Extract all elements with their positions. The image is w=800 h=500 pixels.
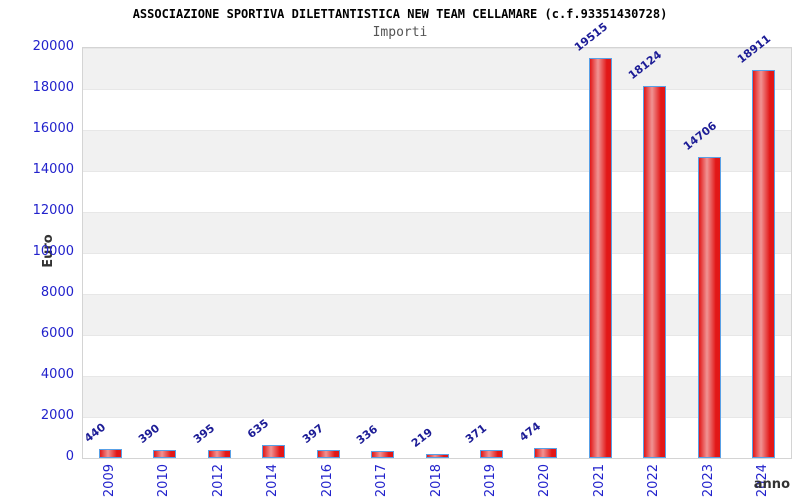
x-tick-label-2018: 2018	[428, 464, 444, 498]
y-tick-label: 6000	[40, 326, 74, 341]
bar-value-label: 390	[135, 421, 163, 446]
y-tick-label: 16000	[32, 121, 74, 136]
bar-value-label: 18124	[625, 48, 665, 82]
bar-2019	[480, 450, 503, 458]
y-tick-label: 2000	[40, 408, 74, 423]
x-tick-label-2009: 2009	[101, 464, 117, 498]
bar-value-label: 371	[462, 421, 490, 446]
bar-value-label: 440	[81, 420, 109, 445]
x-tick-label-2017: 2017	[373, 464, 389, 498]
bar-value-label: 395	[190, 421, 218, 446]
bar-2010	[153, 450, 176, 458]
bar-value-label: 635	[244, 416, 272, 441]
plot-area: 440 390 395 635 397 336 219 371 474 19515 18124 147…	[81, 20, 792, 459]
bar-2016	[317, 450, 340, 458]
x-tick-label-2022: 2022	[645, 464, 661, 498]
bar-2012	[208, 450, 231, 458]
bar-2024	[752, 70, 775, 458]
bar-2022	[643, 86, 666, 458]
bar-2017	[371, 451, 394, 458]
x-tick-label-2016: 2016	[319, 464, 335, 498]
bar-2023	[698, 157, 721, 458]
bar-2009	[99, 449, 122, 458]
bar-2018	[426, 454, 449, 458]
x-axis-title: anno	[753, 477, 790, 492]
y-tick-label: 14000	[32, 162, 74, 177]
bar-value-label: 14706	[680, 119, 720, 153]
bar-value-label: 336	[353, 422, 381, 447]
x-tick-label-2023: 2023	[700, 464, 716, 498]
bar-value-label: 219	[408, 425, 436, 450]
bar-2021	[589, 58, 612, 458]
y-tick-label: 8000	[40, 285, 74, 300]
chart-subtitle: Importi	[372, 25, 428, 40]
y-tick-label: 10000	[32, 244, 74, 259]
bar-value-label: 397	[299, 421, 327, 446]
x-tick-label-2019: 2019	[482, 464, 498, 498]
x-tick-label-2014: 2014	[264, 464, 280, 498]
x-tick-label-2010: 2010	[155, 464, 171, 498]
y-tick-label: 20000	[32, 39, 74, 54]
bar-value-label: 474	[516, 419, 544, 444]
x-tick-label-2020: 2020	[536, 464, 552, 498]
bar-2014	[262, 445, 285, 458]
y-tick-label: 18000	[32, 80, 74, 95]
x-tick-label-2012: 2012	[210, 464, 226, 498]
y-tick-label: 0	[65, 449, 74, 464]
y-tick-label: 12000	[32, 203, 74, 218]
chart-title: ASSOCIAZIONE SPORTIVA DILETTANTISTICA NE…	[132, 7, 668, 21]
y-tick-label: 4000	[40, 367, 74, 382]
bar-2020	[534, 448, 557, 458]
x-tick-label-2021: 2021	[591, 464, 607, 498]
